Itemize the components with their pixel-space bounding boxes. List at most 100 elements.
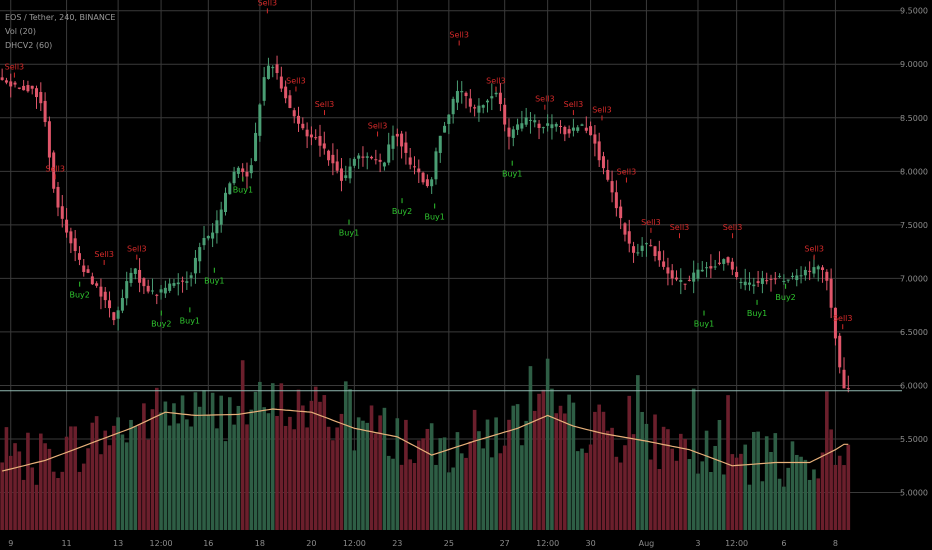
time-axis[interactable]: 9 11 13 12:00 16 18 20 12:00 23 25 27 12:00 30 Aug 3 12… bbox=[8, 539, 838, 548]
volume-bar bbox=[640, 411, 644, 530]
volume-bar bbox=[47, 448, 52, 530]
price-tick-label: 9.0000 bbox=[900, 60, 928, 69]
volume-bar bbox=[30, 467, 35, 530]
volume-bar bbox=[820, 452, 825, 530]
candle-body bbox=[133, 268, 137, 274]
dhc-indicator-label[interactable]: DHCV2 (60) bbox=[5, 41, 53, 50]
volume-bar bbox=[752, 431, 756, 530]
candle-body bbox=[9, 81, 13, 87]
candle-body bbox=[370, 156, 374, 159]
candle-body bbox=[86, 269, 90, 273]
candle-body bbox=[17, 87, 21, 89]
time-tick-label: 6 bbox=[781, 539, 786, 548]
candle-body bbox=[99, 286, 103, 297]
candle-body bbox=[155, 294, 159, 296]
volume-bar bbox=[159, 412, 163, 530]
volume-bar bbox=[301, 405, 305, 530]
candle-body bbox=[748, 282, 752, 285]
candle-body bbox=[644, 243, 648, 245]
candle-body bbox=[30, 85, 34, 89]
candle-body bbox=[361, 156, 365, 158]
buy-signal-label: Buy1 bbox=[694, 320, 714, 329]
volume-bar bbox=[180, 395, 185, 530]
candle-body bbox=[266, 65, 270, 79]
candle-body bbox=[181, 280, 185, 282]
grid bbox=[0, 0, 902, 530]
candle-body bbox=[799, 275, 803, 277]
time-tick-label: 30 bbox=[586, 539, 596, 548]
candle-body bbox=[219, 209, 223, 225]
candle-body bbox=[554, 123, 558, 127]
candle-body bbox=[765, 280, 769, 282]
volume-bar bbox=[485, 419, 490, 530]
volume-bar bbox=[232, 424, 236, 530]
volume-bar bbox=[258, 381, 262, 530]
time-tick-label: 16 bbox=[203, 539, 213, 548]
candle-body bbox=[541, 127, 545, 129]
volume-bar bbox=[558, 405, 563, 530]
candle-body bbox=[649, 245, 653, 247]
volume-bar bbox=[554, 413, 559, 530]
candle-body bbox=[735, 272, 739, 277]
candle-body bbox=[760, 278, 764, 284]
volume-bar bbox=[51, 471, 56, 530]
volume-bar bbox=[528, 366, 533, 530]
candle-body bbox=[301, 123, 305, 129]
sell-signal-label: Sell3 bbox=[723, 223, 743, 232]
volume-bar bbox=[313, 386, 318, 530]
volume-bar bbox=[129, 419, 133, 530]
sell-signal-label: Sell3 bbox=[564, 100, 584, 109]
candle-body bbox=[258, 104, 262, 136]
volume-bar bbox=[580, 448, 584, 530]
volume-bar bbox=[425, 428, 430, 530]
candle-body bbox=[455, 91, 459, 103]
volume-bar bbox=[86, 448, 90, 530]
volume-bar bbox=[309, 400, 314, 530]
volume-bar bbox=[137, 424, 142, 530]
candle-body bbox=[189, 275, 193, 278]
volume-bar bbox=[451, 467, 455, 530]
candle-body bbox=[112, 312, 116, 321]
candle-body bbox=[700, 269, 704, 272]
buy-signal-label: Buy1 bbox=[424, 212, 444, 221]
candle-body bbox=[786, 279, 790, 281]
volume-bar bbox=[532, 410, 537, 530]
volume-bar bbox=[721, 474, 726, 530]
volume-bar bbox=[760, 481, 765, 530]
price-axis[interactable]: 9.5000 9.0000 8.5000 8.0000 7.5000 7.0000 6.50… bbox=[900, 7, 928, 498]
volume-bar bbox=[524, 420, 528, 530]
candle-body bbox=[374, 159, 378, 161]
candle-body bbox=[43, 100, 47, 123]
time-tick-label: Aug bbox=[639, 539, 655, 548]
candle-body bbox=[168, 283, 172, 291]
candle-body bbox=[778, 275, 782, 277]
candle-body bbox=[524, 117, 528, 125]
volume-bar bbox=[713, 445, 717, 530]
candle-body bbox=[146, 285, 150, 292]
volume-bar bbox=[240, 360, 245, 530]
volume-bar bbox=[734, 457, 739, 530]
candle-body bbox=[447, 114, 451, 124]
time-tick-label: 11 bbox=[61, 539, 71, 548]
volume-bar bbox=[94, 416, 99, 530]
candle-body bbox=[662, 261, 666, 267]
volume-bar bbox=[90, 422, 95, 530]
candle-body bbox=[722, 259, 726, 264]
candle-body bbox=[687, 279, 691, 281]
candle-body bbox=[327, 150, 331, 161]
candle-body bbox=[163, 287, 167, 294]
volume-bar bbox=[356, 417, 361, 530]
volume-bar bbox=[223, 441, 228, 530]
candle-body bbox=[69, 231, 73, 244]
candle-body bbox=[39, 92, 43, 104]
volume-bar bbox=[163, 401, 168, 530]
volume-bar bbox=[494, 417, 498, 530]
volume-bar bbox=[142, 403, 146, 530]
candle-body bbox=[821, 267, 825, 270]
sell-signal-label: Sell3 bbox=[617, 168, 637, 177]
candle-body bbox=[614, 192, 618, 209]
volume-indicator-label[interactable]: Vol (20) bbox=[5, 27, 36, 36]
volume-bar bbox=[842, 465, 846, 530]
volume-bar bbox=[481, 448, 486, 530]
